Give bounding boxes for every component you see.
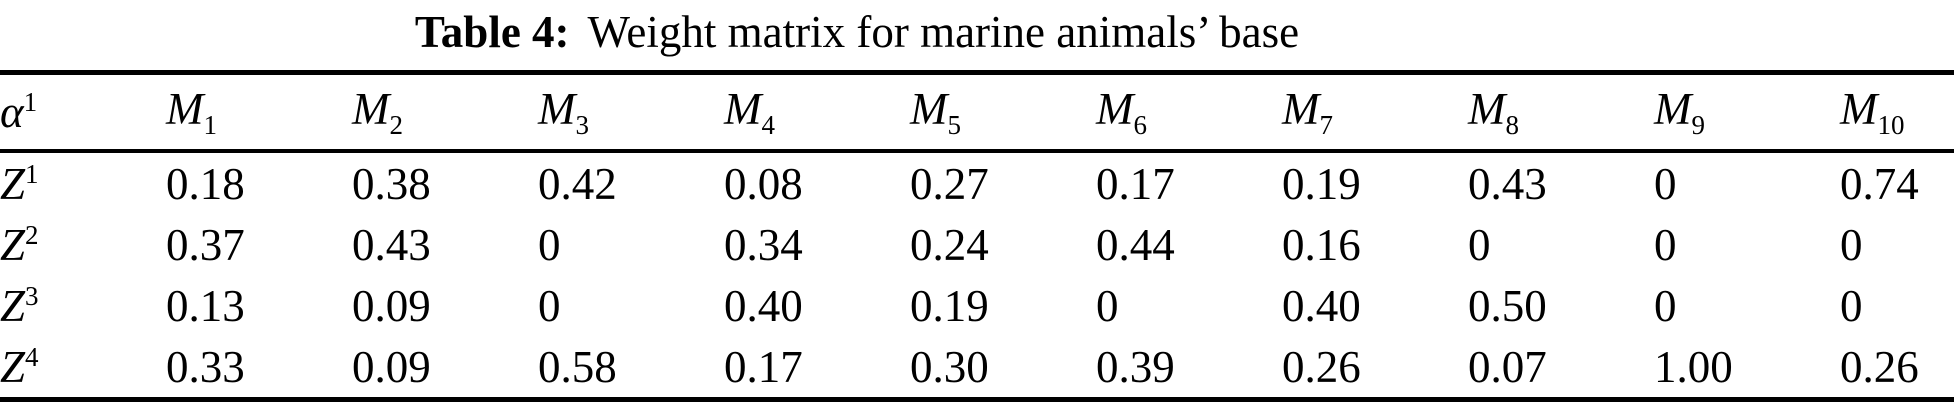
column-header-m3: M3 [538, 72, 724, 153]
column-symbol: M [1282, 84, 1320, 134]
row-superscript: 2 [25, 219, 39, 250]
table-row-z1: Z1 0.18 0.38 0.42 0.08 0.27 0.17 0.19 0.… [0, 151, 1954, 214]
table-row-z3: Z3 0.13 0.09 0 0.40 0.19 0 0.40 0.50 0 0 [0, 275, 1954, 336]
cell-z2-m2: 0.43 [352, 219, 431, 270]
cell-z3-m5: 0.19 [910, 280, 989, 331]
cell-z3-m9: 0 [1654, 280, 1677, 331]
table-row-z4: Z4 0.33 0.09 0.58 0.17 0.30 0.39 0.26 0.… [0, 336, 1954, 400]
row-superscript: 3 [25, 280, 39, 311]
cell-z2-m9: 0 [1654, 219, 1677, 270]
cell-z2-m5: 0.24 [910, 219, 989, 270]
row-header-z4: Z4 [0, 336, 166, 400]
row-symbol: Z [0, 158, 26, 209]
column-header-alpha: α1 [0, 72, 166, 153]
cell-z1-m4: 0.08 [724, 158, 803, 209]
column-subscript: 2 [389, 110, 404, 140]
cell-z4-m7: 0.26 [1282, 341, 1361, 392]
column-symbol: M [1840, 84, 1878, 134]
cell-z1-m2: 0.38 [352, 158, 431, 209]
column-symbol: M [1468, 84, 1506, 134]
cell-z1-m3: 0.42 [538, 158, 617, 209]
column-symbol: M [1654, 84, 1692, 134]
column-subscript: 8 [1505, 110, 1520, 140]
column-symbol: M [910, 84, 948, 134]
cell-z4-m5: 0.30 [910, 341, 989, 392]
row-header-z2: Z2 [0, 214, 166, 275]
table-caption-text: Weight matrix for marine animals’ base [587, 7, 1300, 57]
cell-z3-m8: 0.50 [1468, 280, 1547, 331]
cell-z4-m6: 0.39 [1096, 341, 1175, 392]
cell-z3-m7: 0.40 [1282, 280, 1361, 331]
cell-z1-m6: 0.17 [1096, 158, 1175, 209]
column-subscript: 6 [1133, 110, 1148, 140]
column-symbol: M [352, 84, 390, 134]
cell-z1-m5: 0.27 [910, 158, 989, 209]
column-header-m8: M8 [1468, 72, 1654, 153]
row-superscript: 1 [25, 158, 39, 189]
cell-z4-m10: 0.26 [1840, 341, 1919, 392]
column-subscript: 3 [575, 110, 590, 140]
table-header-row: α1 M1 M2 M3 M4 M5 M6 M7 M8 M9 M10 [0, 72, 1954, 153]
row-symbol: Z [0, 219, 26, 270]
cell-z4-m1: 0.33 [166, 341, 245, 392]
column-subscript: 5 [947, 110, 962, 140]
cell-z3-m2: 0.09 [352, 280, 431, 331]
cell-z3-m6: 0 [1096, 280, 1119, 331]
column-subscript: 4 [761, 110, 776, 140]
table-caption-label: Table 4: [414, 7, 570, 57]
cell-z3-m4: 0.40 [724, 280, 803, 331]
cell-z1-m10: 0.74 [1840, 158, 1919, 209]
column-header-m5: M5 [910, 72, 1096, 153]
column-symbol: M [1096, 84, 1134, 134]
column-header-m10: M10 [1840, 72, 1954, 153]
cell-z4-m3: 0.58 [538, 341, 617, 392]
column-symbol: M [166, 84, 204, 134]
cell-z4-m2: 0.09 [352, 341, 431, 392]
row-superscript: 4 [25, 341, 39, 372]
cell-z1-m8: 0.43 [1468, 158, 1547, 209]
column-subscript: 10 [1877, 110, 1905, 140]
cell-z4-m8: 0.07 [1468, 341, 1547, 392]
cell-z4-m4: 0.17 [724, 341, 803, 392]
column-subscript: 7 [1319, 110, 1334, 140]
cell-z2-m1: 0.37 [166, 219, 245, 270]
column-symbol: M [724, 84, 762, 134]
column-header-m6: M6 [1096, 72, 1282, 153]
row-symbol: Z [0, 341, 26, 392]
cell-z2-m8: 0 [1468, 219, 1491, 270]
column-header-m2: M2 [352, 72, 538, 153]
cell-z2-m7: 0.16 [1282, 219, 1361, 270]
cell-z1-m1: 0.18 [166, 158, 245, 209]
cell-z3-m3: 0 [538, 280, 561, 331]
cell-z2-m10: 0 [1840, 219, 1863, 270]
row-header-z1: Z1 [0, 151, 166, 214]
row-symbol: Z [0, 280, 26, 331]
column-symbol: M [538, 84, 576, 134]
column-header-m9: M9 [1654, 72, 1840, 153]
cell-z2-m3: 0 [538, 219, 561, 270]
column-header-m7: M7 [1282, 72, 1468, 153]
cell-z2-m4: 0.34 [724, 219, 803, 270]
cell-z1-m9: 0 [1654, 158, 1677, 209]
cell-z2-m6: 0.44 [1096, 219, 1175, 270]
cell-z4-m9: 1.00 [1654, 341, 1733, 392]
alpha-symbol: α [0, 87, 24, 137]
column-header-m4: M4 [724, 72, 910, 153]
cell-z3-m10: 0 [1840, 280, 1863, 331]
cell-z3-m1: 0.13 [166, 280, 245, 331]
alpha-superscript: 1 [23, 87, 38, 117]
row-header-z3: Z3 [0, 275, 166, 336]
weight-matrix-table: α1 M1 M2 M3 M4 M5 M6 M7 M8 M9 M10 Z1 0.1… [0, 70, 1954, 402]
table-caption: Table 4: Weight matrix for marine animals… [0, 0, 1954, 58]
cell-z1-m7: 0.19 [1282, 158, 1361, 209]
column-subscript: 9 [1691, 110, 1706, 140]
table-row-z2: Z2 0.37 0.43 0 0.34 0.24 0.44 0.16 0 0 0 [0, 214, 1954, 275]
column-subscript: 1 [203, 110, 218, 140]
column-header-m1: M1 [166, 72, 352, 153]
